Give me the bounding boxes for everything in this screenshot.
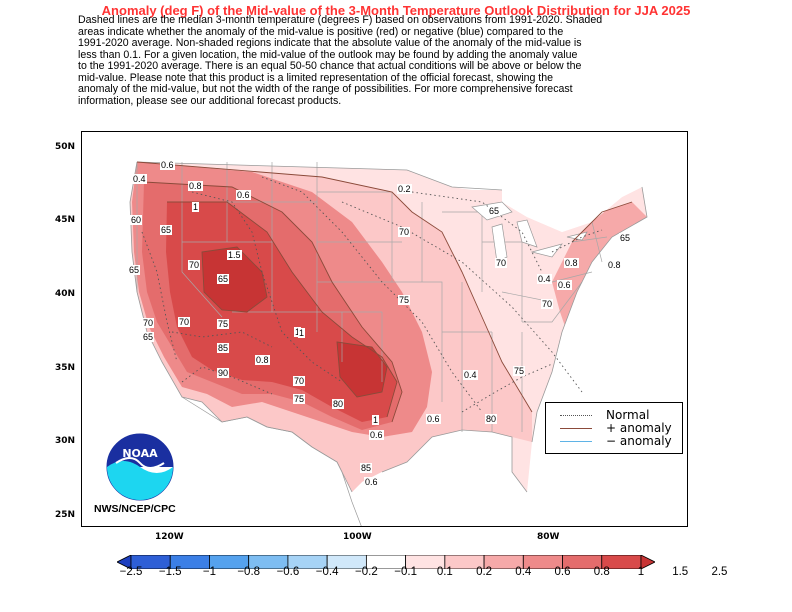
colorbar-label: −0.1	[394, 566, 417, 578]
contour-label-anomaly: 1	[298, 328, 306, 338]
contour-label-anomaly: 1	[372, 415, 380, 425]
contour-label-anomaly: 1.5	[227, 250, 242, 260]
colorbar-label: −1	[202, 566, 217, 578]
colorbar	[117, 555, 655, 569]
lat-label-50: 50N	[55, 142, 76, 152]
map-title: Anomaly (deg F) of the Mid-value of the …	[101, 3, 691, 18]
colorbar-label: 0.8	[593, 566, 610, 578]
lat-label-45: 45N	[55, 215, 76, 225]
contour-label-normal: 70	[495, 258, 508, 268]
mexico-outline	[181, 396, 362, 526]
contour-label-anomaly: 1	[294, 327, 302, 337]
contour-label-anomaly: 0.6	[160, 160, 175, 170]
contour-label-anomaly: 0.4	[537, 274, 552, 284]
contour-label-normal: 70	[142, 318, 155, 328]
map-legend: Normal + anomaly − anomaly	[545, 402, 683, 454]
map-svg	[82, 132, 687, 526]
lat-label-40: 40N	[55, 289, 76, 299]
lat-label-35: 35N	[55, 363, 76, 373]
contour-label-normal: 80	[332, 399, 345, 409]
colorbar-label: −0.8	[237, 566, 261, 578]
contour-label-normal: 65	[619, 233, 632, 243]
contour-label-anomaly: 1	[192, 202, 200, 212]
blue-line-swatch	[560, 440, 592, 442]
contour-label-anomaly: 0.6	[557, 280, 572, 290]
contour-label-anomaly: 0.8	[607, 260, 622, 270]
lat-label-25: 25N	[55, 510, 76, 520]
great-lakes	[471, 201, 588, 263]
noaa-logo-text: NOAA	[122, 447, 158, 460]
contour-label-normal: 65	[488, 206, 501, 216]
colorbar-label: 0.6	[554, 566, 571, 578]
lon-label-120: 120W	[155, 532, 184, 542]
contour-label-normal: 60	[130, 215, 143, 225]
contour-label-normal: 65	[142, 332, 155, 342]
colorbar-label: 0.4	[515, 566, 532, 578]
contour-label-normal: 70	[188, 260, 201, 270]
map-description: Dashed lines are the median 3-month temp…	[78, 14, 603, 107]
colorbar-label: 0.1	[436, 566, 453, 578]
colorbar-label: 1	[637, 566, 645, 578]
contour-label-normal: 75	[398, 295, 411, 305]
contour-label-anomaly: 0.2	[397, 184, 412, 194]
contour-label-anomaly: 0.6	[364, 477, 379, 487]
contour-label-normal: 65	[160, 225, 173, 235]
legend-minus: − anomaly	[560, 434, 672, 448]
colorbar-label: −0.4	[315, 566, 339, 578]
contour-label-anomaly: 0.4	[132, 174, 147, 184]
colorbar-swatch	[640, 555, 655, 569]
colorbar-label: 2.5	[711, 566, 728, 578]
contour-label-normal: 80	[485, 414, 498, 424]
contour-label-normal: 70	[178, 317, 191, 327]
contour-label-anomaly: 0.6	[369, 430, 384, 440]
lon-label-100: 100W	[343, 532, 372, 542]
colorbar-label: −1.5	[158, 566, 182, 578]
colorbar-label: −0.2	[355, 566, 378, 578]
contour-label-normal: 85	[217, 343, 230, 353]
lat-label-30: 30N	[55, 436, 76, 446]
legend-normal-label: Normal	[606, 408, 650, 422]
contour-label-anomaly: 0.4	[463, 370, 478, 380]
legend-plus-label: + anomaly	[606, 421, 672, 435]
noaa-logo: NOAA	[106, 433, 174, 501]
contour-label-anomaly: 0.6	[426, 414, 441, 424]
contour-label-normal: 70	[293, 376, 306, 386]
dotted-line-swatch	[560, 414, 592, 416]
red-line-swatch	[560, 427, 592, 429]
contour-label-anomaly: 0.8	[255, 355, 270, 365]
map-frame: 60 65 65 70 70 75 65 85 90 70 75 80 70 6…	[81, 131, 688, 527]
contour-label-anomaly: 0.6	[236, 190, 251, 200]
colorbar-label: 0.2	[476, 566, 493, 578]
contour-label-anomaly: 0.8	[188, 181, 203, 191]
contour-label-normal: 75	[513, 366, 526, 376]
canada-border	[136, 161, 503, 191]
colorbar-label: 1.5	[672, 566, 689, 578]
legend-plus: + anomaly	[560, 421, 672, 435]
contour-label-normal: 75	[217, 319, 230, 329]
colorbar-label: −0.6	[276, 566, 300, 578]
credit-text: NWS/NCEP/CPC	[94, 503, 176, 515]
contour-label-normal: 75	[293, 394, 306, 404]
contour-label-normal: 65	[128, 265, 141, 275]
contour-label-normal: 70	[398, 227, 411, 237]
legend-normal: Normal	[560, 408, 650, 422]
contour-label-normal: 90	[217, 368, 230, 378]
contour-label-normal: 70	[541, 299, 554, 309]
colorbar-label: −2.5	[119, 566, 143, 578]
lon-label-80: 80W	[537, 532, 560, 542]
legend-minus-label: − anomaly	[606, 434, 672, 448]
contour-label-anomaly: 0.8	[564, 258, 579, 268]
contour-label-normal: 85	[360, 463, 373, 473]
contour-label-normal: 65	[217, 274, 230, 284]
